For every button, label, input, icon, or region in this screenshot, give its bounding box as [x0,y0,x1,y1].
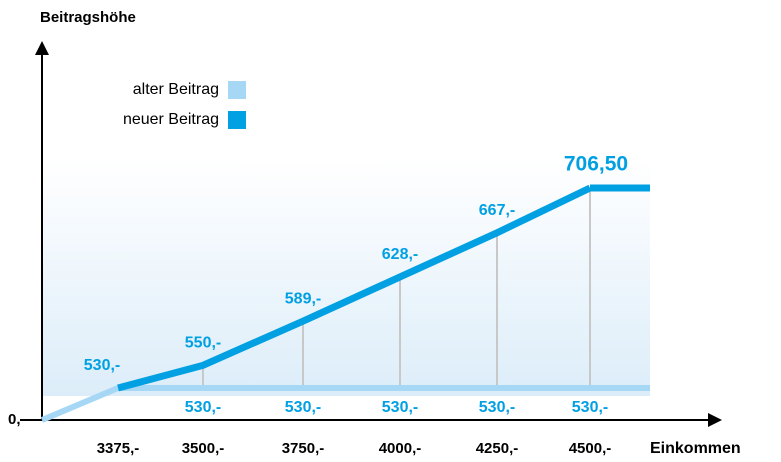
value-label: 706,50 [564,153,628,176]
value-label: 530,- [382,399,418,416]
value-label: 530,- [479,399,515,416]
series-line [117,184,592,392]
value-label: 667,- [479,202,515,219]
value-label: 530,- [572,399,608,416]
x-tick-label: 3750,- [282,440,325,457]
x-tick-label: 4250,- [476,440,519,457]
value-label: 628,- [382,246,418,263]
value-label: 530,- [185,399,221,416]
value-label: 530,- [84,357,120,374]
x-tick-label: 4500,- [569,440,612,457]
legend-swatch [228,111,246,129]
y-axis-label: Beitragshöhe [40,9,136,26]
value-label: 589,- [285,290,321,307]
value-label: 530,- [285,399,321,416]
lead-in [40,385,120,423]
legend-label: neuer Beitrag [123,111,219,128]
x-tick-label: 4000,- [379,440,422,457]
value-label: 550,- [185,335,221,352]
legend-label: alter Beitrag [133,81,219,98]
x-axis-label: Einkommen [650,440,741,457]
x-tick-label: 3500,- [182,440,225,457]
plot-background [42,160,650,396]
legend-swatch [228,81,246,99]
y-tick-label: 0,- [8,411,26,428]
x-tick-label: 3375,- [97,440,140,457]
